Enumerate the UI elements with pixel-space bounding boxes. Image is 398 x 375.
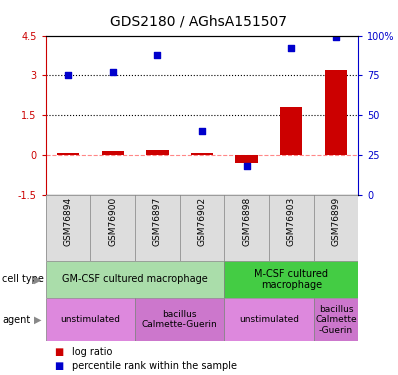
Text: agent: agent bbox=[2, 315, 30, 325]
Point bbox=[65, 72, 71, 78]
Bar bbox=[135, 298, 224, 341]
Text: GM-CSF cultured macrophage: GM-CSF cultured macrophage bbox=[62, 274, 208, 284]
Text: GSM76900: GSM76900 bbox=[108, 197, 117, 246]
Bar bbox=[280, 107, 302, 155]
Bar bbox=[325, 70, 347, 155]
Text: GSM76897: GSM76897 bbox=[153, 197, 162, 246]
Text: bacillus
Calmette
-Guerin: bacillus Calmette -Guerin bbox=[315, 305, 357, 334]
Text: GSM76899: GSM76899 bbox=[332, 197, 340, 246]
Text: ▶: ▶ bbox=[34, 315, 41, 325]
Text: bacillus
Calmette-Guerin: bacillus Calmette-Guerin bbox=[142, 310, 218, 329]
Bar bbox=[191, 153, 213, 155]
Text: GSM76894: GSM76894 bbox=[64, 197, 72, 246]
Text: GDS2180 / AGhsA151507: GDS2180 / AGhsA151507 bbox=[111, 14, 287, 28]
Bar bbox=[57, 153, 79, 155]
Text: GSM76903: GSM76903 bbox=[287, 197, 296, 246]
Text: ▶: ▶ bbox=[34, 274, 41, 284]
Bar bbox=[46, 261, 224, 298]
Text: ■: ■ bbox=[54, 361, 63, 370]
Bar bbox=[46, 298, 135, 341]
Text: GSM76902: GSM76902 bbox=[197, 197, 207, 246]
Text: M-CSF cultured
macrophage: M-CSF cultured macrophage bbox=[254, 268, 328, 290]
Bar bbox=[224, 261, 358, 298]
Point bbox=[333, 34, 339, 40]
Point bbox=[199, 128, 205, 134]
Text: unstimulated: unstimulated bbox=[239, 315, 299, 324]
Text: cell type: cell type bbox=[2, 274, 44, 284]
Text: ■: ■ bbox=[54, 346, 63, 357]
Bar bbox=[101, 151, 124, 155]
Bar bbox=[146, 150, 168, 155]
Point bbox=[244, 164, 250, 170]
Text: log ratio: log ratio bbox=[72, 346, 112, 357]
Bar bbox=[314, 298, 358, 341]
Text: GSM76898: GSM76898 bbox=[242, 197, 251, 246]
Bar bbox=[236, 155, 258, 163]
Point bbox=[154, 52, 160, 58]
Point bbox=[109, 69, 116, 75]
Point bbox=[288, 45, 295, 51]
Bar bbox=[224, 298, 314, 341]
Text: unstimulated: unstimulated bbox=[60, 315, 121, 324]
Text: percentile rank within the sample: percentile rank within the sample bbox=[72, 361, 237, 370]
